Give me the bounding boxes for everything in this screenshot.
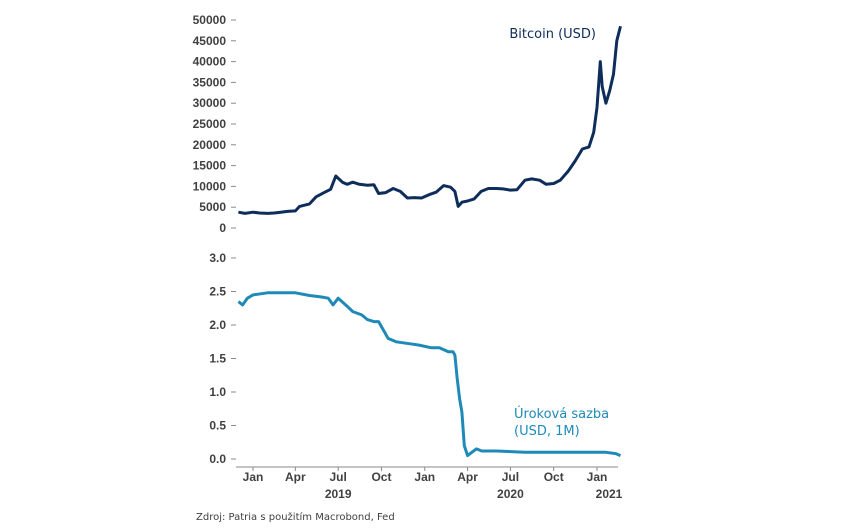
bitcoin-y-tick-label: 5000	[199, 200, 226, 214]
x-tick-label: Apr	[285, 470, 306, 484]
rate-series-line	[237, 291, 622, 458]
bitcoin-y-tick-label: 30000	[193, 96, 227, 110]
x-tick-label: Oct	[544, 470, 564, 484]
bitcoin-y-tick-label: 25000	[193, 117, 227, 131]
x-tick-label: Jul	[502, 470, 519, 484]
bitcoin-y-tick-label: 0	[219, 221, 226, 235]
rate-y-tick-label: 2.5	[209, 285, 226, 299]
bitcoin-y-tick-label: 15000	[193, 159, 227, 173]
bitcoin-y-tick-label: 45000	[193, 34, 227, 48]
x-year-label: 2019	[325, 487, 352, 501]
x-year-label: 2020	[497, 487, 524, 501]
rate-y-tick-label: 0.0	[209, 452, 226, 466]
x-tick-label: Apr	[457, 470, 478, 484]
x-axis: Jan Apr Jul Oct Jan Apr Jul Oct Jan 2019 2020 2021	[236, 466, 623, 501]
bitcoin-series-line	[238, 25, 622, 215]
rate-y-axis: 0.0 0.5 1.0 1.5 2.0 2.5 3.0	[209, 251, 236, 466]
bitcoin-y-tick-label: 40000	[193, 55, 227, 69]
bitcoin-y-tick-label: 20000	[193, 138, 227, 152]
bitcoin-y-tick-label: 50000	[193, 13, 227, 27]
x-tick-label: Jan	[414, 470, 435, 484]
rate-series-label: Úroková sazba (USD, 1M)	[514, 406, 609, 439]
x-year-label: 2021	[596, 487, 623, 501]
rate-series-label-line: Úroková sazba	[514, 406, 609, 422]
bitcoin-series-label: Bitcoin (USD)	[509, 27, 596, 42]
rate-y-tick-label: 1.5	[209, 352, 226, 366]
x-tick-label: Oct	[371, 470, 391, 484]
rate-y-tick-label: 2.0	[209, 318, 226, 332]
rate-series-label-line: (USD, 1M)	[514, 424, 580, 439]
source-note: Zdroj: Patria s použitím Macrobond, Fed	[196, 512, 395, 523]
rate-y-tick-label: 3.0	[209, 251, 226, 265]
rate-y-tick-label: 1.0	[209, 385, 226, 399]
x-tick-label: Jan	[587, 470, 608, 484]
rate-y-tick-label: 0.5	[209, 419, 226, 433]
bitcoin-y-tick-label: 35000	[193, 75, 227, 89]
x-tick-label: Jan	[243, 470, 264, 484]
bitcoin-y-axis: 0 5000 10000 15000 20000 25000 30000 35000 40000…	[193, 13, 236, 235]
x-tick-label: Jul	[330, 470, 347, 484]
bitcoin-y-tick-label: 10000	[193, 179, 227, 193]
